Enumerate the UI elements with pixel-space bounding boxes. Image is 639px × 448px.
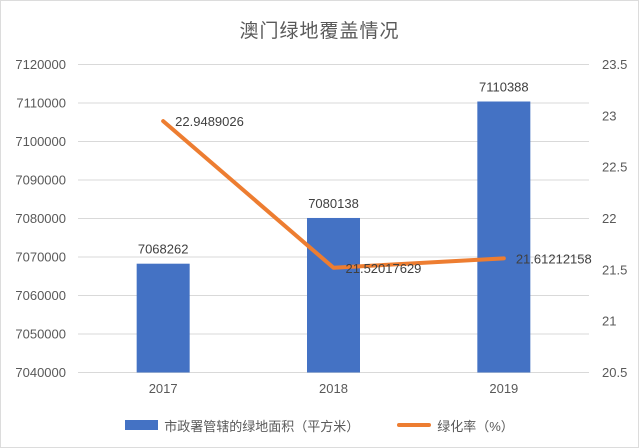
right-axis-tick-label: 20.5: [602, 365, 627, 380]
right-axis-tick-label: 22.5: [602, 160, 627, 175]
legend-item-green-rate: 绿化率（%）: [397, 416, 514, 435]
right-axis-tick-label: 21.5: [602, 262, 627, 277]
line-series-swatch-icon: [397, 423, 432, 427]
right-axis-tick-label: 23: [602, 108, 616, 123]
right-axis-tick-label: 22: [602, 211, 616, 226]
left-axis-tick-label: 7080000: [15, 211, 66, 226]
left-axis-tick-label: 7060000: [15, 288, 66, 303]
left-axis-tick-label: 7090000: [15, 173, 66, 188]
bar-data-label: 7068262: [138, 242, 189, 257]
legend-label-green-rate: 绿化率（%）: [437, 418, 514, 434]
bar-data-label: 7080138: [308, 196, 359, 211]
left-axis-tick-label: 7110000: [16, 96, 66, 111]
line-data-label: 21.61212158: [516, 251, 592, 266]
bar-series-swatch-icon: [125, 420, 159, 430]
x-axis-category-label: 2019: [489, 381, 518, 396]
legend-label-green-area: 市政署管辖的绿地面积（平方米）: [164, 418, 360, 434]
chart-title: 澳门绿地覆盖情况: [239, 21, 400, 42]
left-axis-tick-label: 7070000: [15, 250, 66, 265]
bar-2019: [477, 101, 531, 373]
bar-2018: [307, 217, 360, 373]
legend-item-green-area: 市政署管辖的绿地面积（平方米）: [125, 416, 359, 435]
line-series: [161, 119, 506, 270]
x-axis-category-label: 2018: [319, 381, 348, 396]
right-axis-tick-label: 21: [602, 314, 616, 329]
left-axis-tick-label: 7050000: [15, 327, 66, 342]
line-data-label: 22.9489026: [175, 114, 244, 129]
bar-data-label: 7110388: [479, 80, 529, 95]
line-data-label: 21.52017629: [346, 261, 422, 276]
right-axis-tick-label: 23.5: [602, 57, 627, 72]
left-axis-tick-label: 7120000: [15, 57, 66, 72]
bar-2017: [136, 263, 190, 373]
left-axis-tick-label: 7100000: [15, 134, 66, 149]
chart-legend: 市政署管辖的绿地面积（平方米） 绿化率（%）: [1, 412, 638, 438]
left-axis-tick-label: 7040000: [15, 365, 66, 380]
x-axis-category-label: 2017: [149, 381, 178, 396]
